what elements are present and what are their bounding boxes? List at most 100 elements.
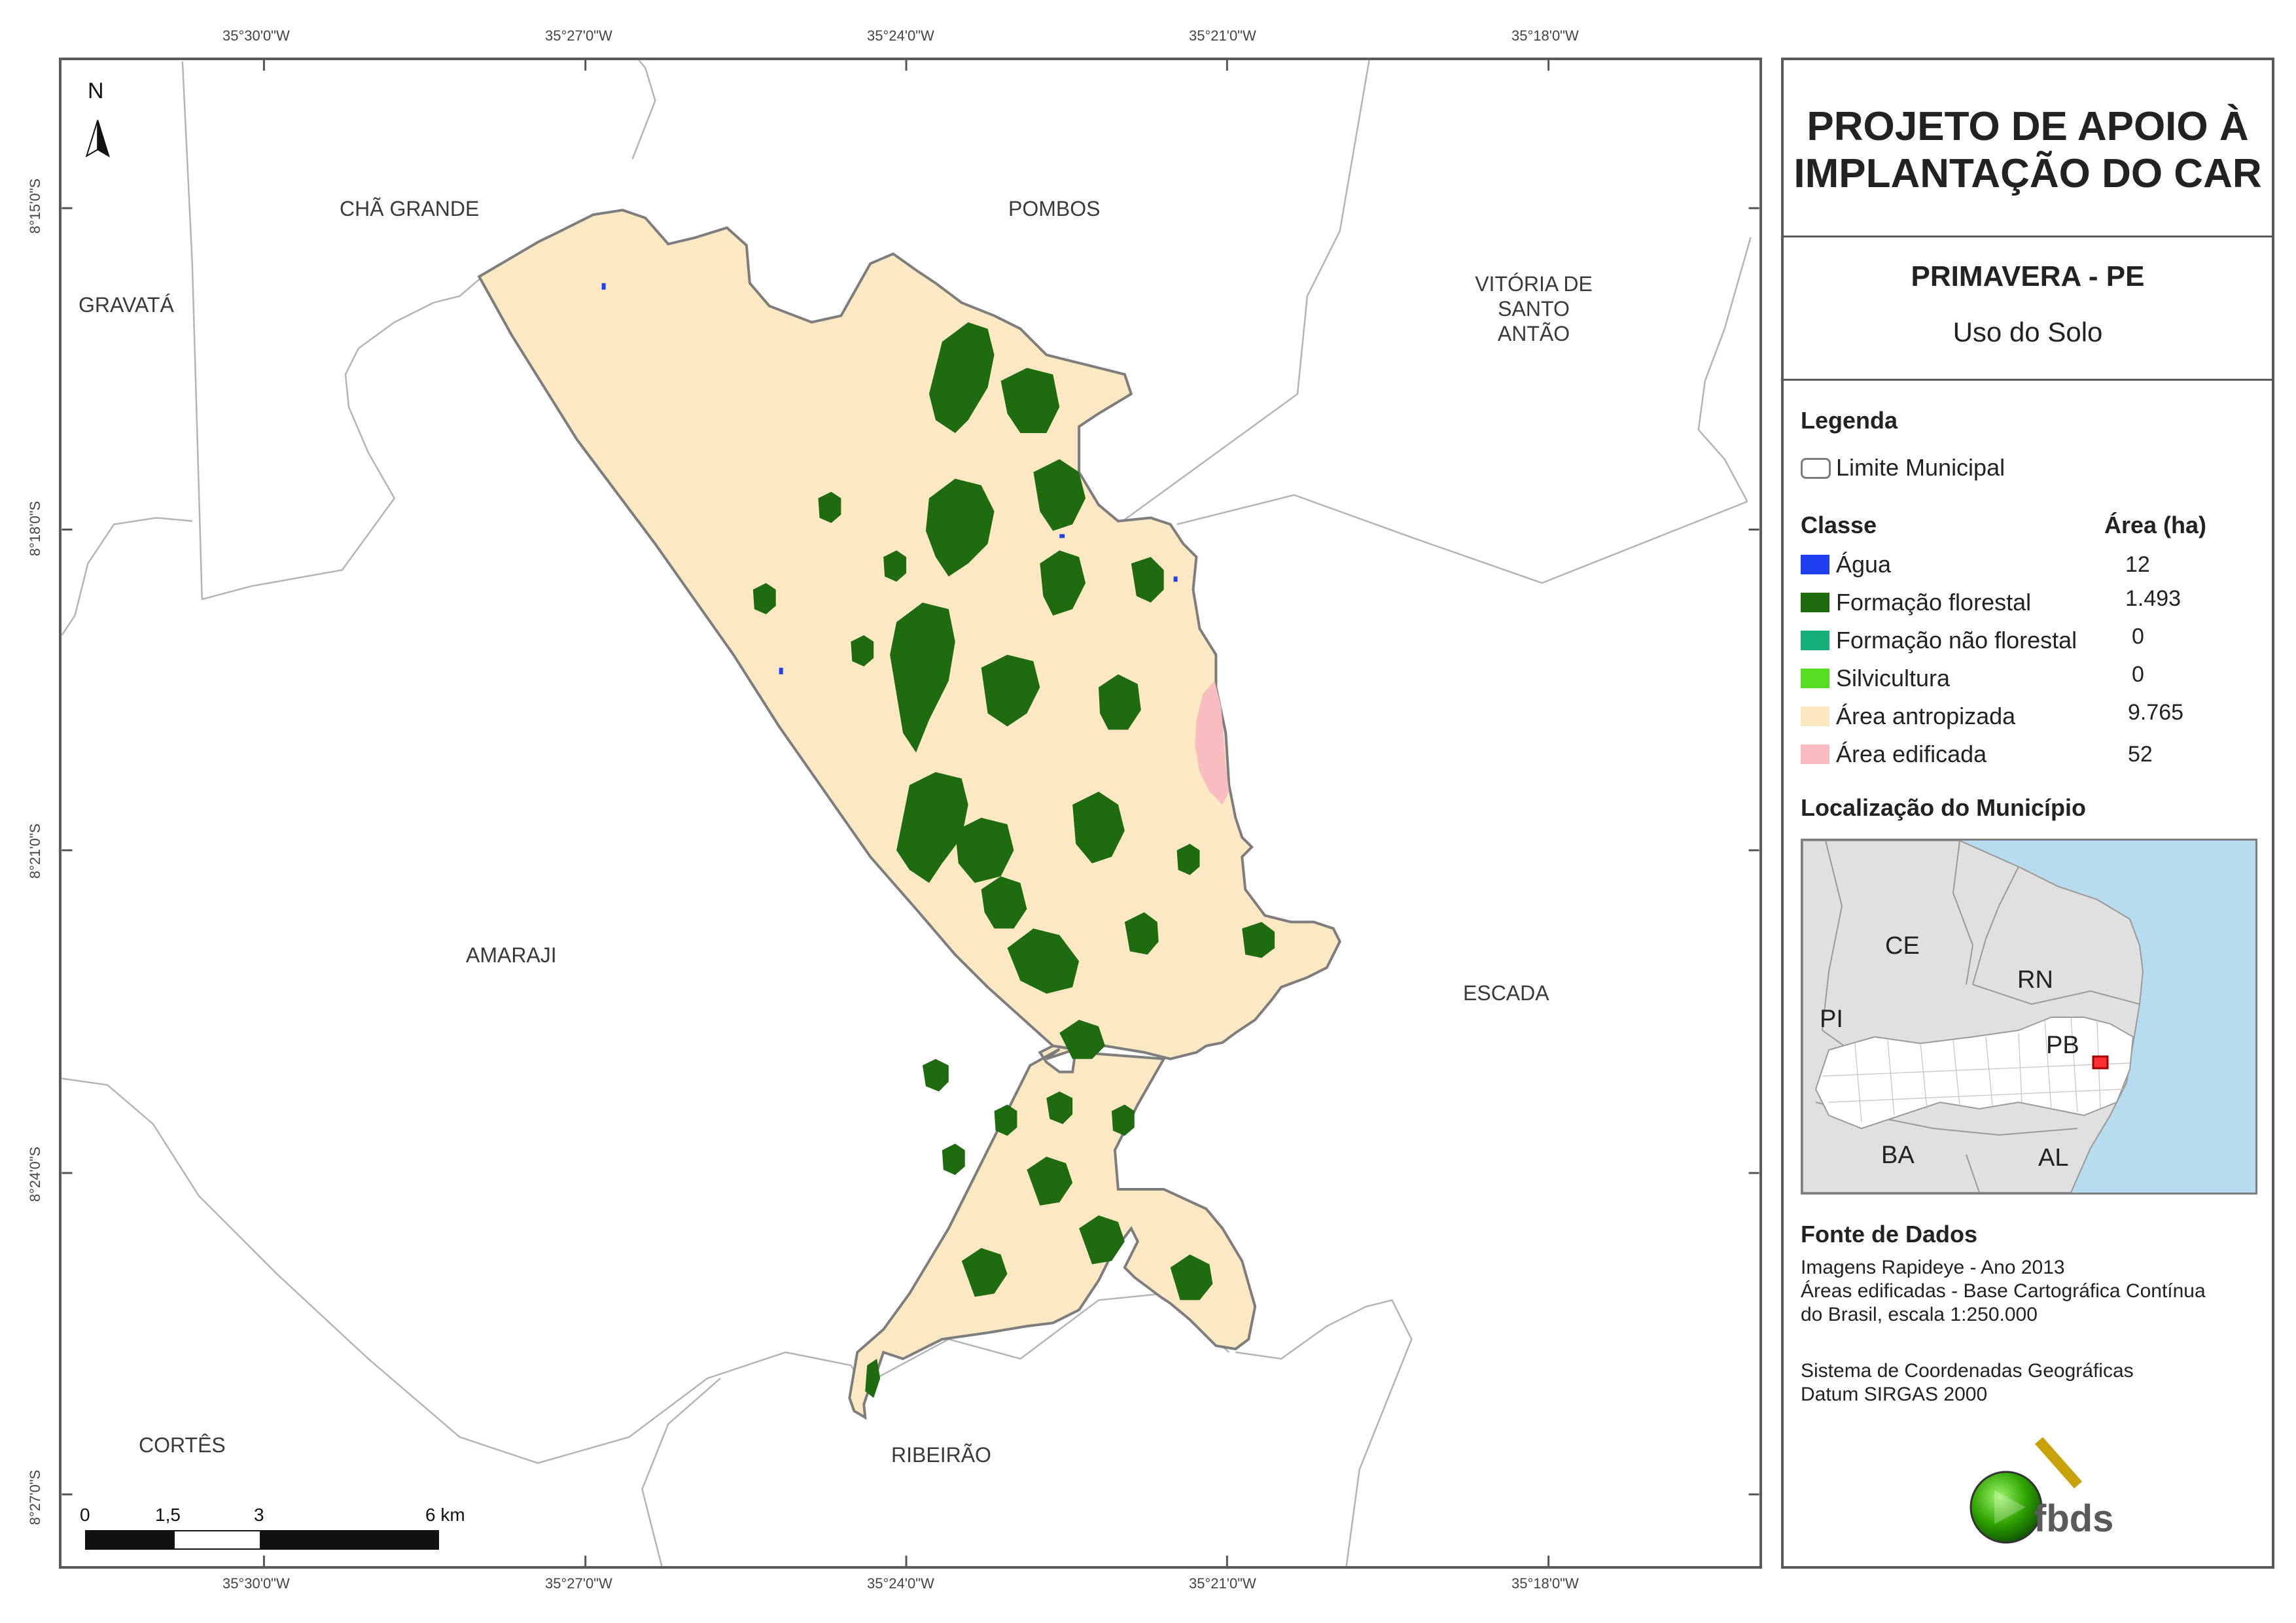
coord-bottom-4: 35°21'0"W — [1189, 1575, 1256, 1592]
label-pombos: POMBOS — [1008, 197, 1101, 220]
inset-label-pb: PB — [2046, 1032, 2079, 1059]
legend-row-nao-florestal: Formação não florestal 0 — [1801, 624, 2259, 657]
coord-left-5: 8°27'0"S — [27, 1469, 44, 1526]
inset-label-ba: BA — [1881, 1142, 1915, 1169]
fbds-logo-text: fbds — [2034, 1497, 2114, 1540]
fbds-logo-icon — [1969, 1437, 2082, 1544]
boundary-vitoria-east — [1697, 237, 1752, 502]
boundary-vitoria-west — [1118, 60, 1370, 525]
inset-label-rn: RN — [2017, 966, 2053, 994]
label-ribeirao: RIBEIRÃO — [891, 1443, 991, 1467]
forest-patches — [752, 322, 1275, 1398]
coord-left-2: 8°18'0"S — [27, 500, 44, 557]
legend-row-silvicultura: Silvicultura 0 — [1801, 662, 2259, 695]
label-cortes: CORTÊS — [139, 1433, 226, 1457]
label-vitoria-2: SANTO — [1498, 297, 1570, 321]
legend-row-agua: Água 12 — [1801, 550, 2259, 581]
crs-line-2: Datum SIRGAS 2000 — [1801, 1384, 1988, 1405]
edificada-label: Área edificada — [1836, 741, 1987, 767]
coord-left-1: 8°15'0"S — [27, 178, 44, 234]
label-escada: ESCADA — [1463, 981, 1549, 1005]
coord-top-2: 35°27'0"W — [545, 27, 612, 44]
agua-label: Água — [1836, 551, 1892, 578]
source-line-3: do Brasil, escala 1:250.000 — [1801, 1304, 2038, 1325]
coord-bottom-3: 35°24'0"W — [867, 1575, 934, 1592]
boundary-gravata-cha-grande — [181, 61, 484, 601]
boundary-vitoria-south — [1176, 494, 1748, 584]
map-subtitle: Uso do Solo — [1952, 317, 2103, 347]
urban-area — [1195, 680, 1229, 805]
coord-left-3: 8°21'0"S — [27, 823, 44, 879]
coord-bottom-5: 35°18'0"W — [1511, 1575, 1579, 1592]
inset-label-al: AL — [2038, 1144, 2069, 1172]
project-title-line1: PROJETO DE APOIO À — [1807, 104, 2249, 149]
map-frame[interactable]: N CHÃ GRANDE POMBOS GRAVATÁ VITÓRIA DE S… — [59, 58, 1762, 1569]
coord-top-5: 35°18'0"W — [1511, 27, 1579, 44]
north-arrow-icon — [85, 120, 110, 158]
silvicultura-swatch — [1801, 669, 1829, 688]
floresta-value: 1.493 — [2125, 586, 2181, 611]
coord-left-4: 8°24'0"S — [27, 1146, 44, 1202]
scale-bar — [85, 1530, 439, 1550]
legend-panel: PROJETO DE APOIO À IMPLANTAÇÃO DO CAR PR… — [1781, 58, 2274, 1569]
boundary-escada-south — [1235, 1299, 1413, 1566]
boundary-cortes-ribeirao — [641, 1378, 721, 1566]
antropizada-label: Área antropizada — [1836, 703, 2016, 729]
silvicultura-value: 0 — [2132, 662, 2144, 687]
boundary-gravata-west — [62, 517, 192, 636]
legend-row-edificada: Área edificada 52 — [1801, 739, 2259, 771]
divider-2 — [1784, 379, 2272, 381]
north-label: N — [88, 79, 104, 103]
boundary-amaraji-south — [62, 1077, 865, 1464]
agua-value: 12 — [2125, 552, 2150, 577]
inset-map[interactable]: CE RN PI PB BA AL — [1801, 839, 2257, 1195]
label-amaraji: AMARAJI — [466, 943, 557, 967]
label-gravata: GRAVATÁ — [79, 293, 174, 317]
agua-swatch — [1801, 555, 1829, 574]
legend-row-antropizada: Área antropizada 9.765 — [1801, 700, 2259, 733]
nao-florestal-label: Formação não florestal — [1836, 627, 2077, 654]
floresta-swatch — [1801, 593, 1829, 612]
coord-bottom-2: 35°27'0"W — [545, 1575, 612, 1592]
class-header: Classe — [1801, 512, 1877, 538]
inset-land — [1803, 841, 2144, 1193]
floresta-label: Formação florestal — [1836, 589, 2032, 616]
antropizada-value: 9.765 — [2128, 700, 2184, 725]
coord-top-1: 35°30'0"W — [222, 27, 290, 44]
source-line-2: Áreas edificadas - Base Cartográfica Con… — [1801, 1280, 2206, 1302]
inset-map-canvas — [1803, 841, 2144, 1193]
coord-top-3: 35°24'0"W — [867, 27, 934, 44]
coord-bottom-1: 35°30'0"W — [222, 1575, 290, 1592]
boundary-pombos-north — [631, 60, 656, 160]
label-vitoria-3: ANTÃO — [1497, 322, 1570, 345]
divider-1 — [1784, 236, 2272, 237]
nao-florestal-swatch — [1801, 631, 1829, 650]
label-cha-grande: CHÃ GRANDE — [340, 197, 480, 220]
limit-swatch — [1801, 458, 1831, 479]
map-canvas — [62, 60, 1759, 1566]
legend-limit: Limite Municipal — [1801, 453, 2259, 484]
nao-florestal-value: 0 — [2132, 624, 2144, 649]
inset-pernambuco — [1814, 1017, 2134, 1130]
scale-label-0: 0 — [80, 1505, 90, 1525]
water-bodies — [601, 283, 1178, 674]
project-title-line2: IMPLANTAÇÃO DO CAR — [1793, 151, 2262, 196]
scale-label-1: 1,5 — [155, 1505, 181, 1525]
label-vitoria-1: VITÓRIA DE — [1475, 272, 1593, 296]
source-line-1: Imagens Rapideye - Ano 2013 — [1801, 1257, 2065, 1278]
crs-line-1: Sistema de Coordenadas Geográficas — [1801, 1360, 2134, 1382]
edificada-swatch — [1801, 744, 1829, 764]
limit-label: Limite Municipal — [1836, 454, 2005, 481]
antropizada-swatch — [1801, 707, 1829, 726]
inset-primavera-marker — [2092, 1055, 2109, 1070]
inset-label-pi: PI — [1820, 1005, 1843, 1033]
location-title: Localização do Município — [1801, 794, 2087, 821]
legend-title: Legenda — [1801, 407, 1898, 434]
scale-label-2: 3 — [254, 1505, 264, 1525]
edificada-value: 52 — [2128, 742, 2153, 767]
silvicultura-label: Silvicultura — [1836, 665, 1951, 691]
area-header: Área (ha) — [2104, 512, 2207, 538]
source-title: Fonte de Dados — [1801, 1221, 1978, 1248]
municipality-title: PRIMAVERA - PE — [1911, 260, 2145, 292]
scale-label-3: 6 km — [425, 1505, 465, 1525]
